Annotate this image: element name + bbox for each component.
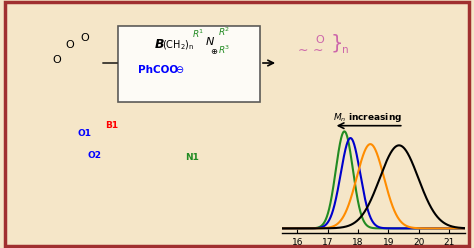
Text: $\mathregular{(CH_2)_n}$: $\mathregular{(CH_2)_n}$	[162, 38, 194, 52]
FancyBboxPatch shape	[118, 26, 260, 102]
Text: O1: O1	[78, 129, 92, 138]
Text: PhCOO: PhCOO	[138, 65, 178, 75]
Text: O2: O2	[88, 151, 102, 160]
Text: O: O	[65, 40, 74, 50]
Text: $M_n$ increasing: $M_n$ increasing	[333, 111, 402, 124]
Text: $R^1$: $R^1$	[192, 28, 204, 40]
Text: $\oplus$: $\oplus$	[210, 47, 218, 56]
Text: $\sim\sim$: $\sim\sim$	[295, 43, 324, 56]
Text: $R^3$: $R^3$	[218, 44, 230, 56]
Text: $\ominus$: $\ominus$	[175, 64, 184, 75]
Text: B: B	[155, 38, 164, 51]
Text: n: n	[342, 45, 348, 55]
Text: O: O	[80, 33, 89, 43]
Text: $\}$: $\}$	[330, 31, 342, 54]
Text: B1: B1	[105, 121, 118, 130]
Text: N1: N1	[185, 153, 199, 162]
Text: O: O	[52, 55, 61, 65]
Text: $R^2$: $R^2$	[218, 26, 230, 38]
Text: O: O	[315, 35, 324, 45]
Text: $N$: $N$	[205, 35, 215, 47]
